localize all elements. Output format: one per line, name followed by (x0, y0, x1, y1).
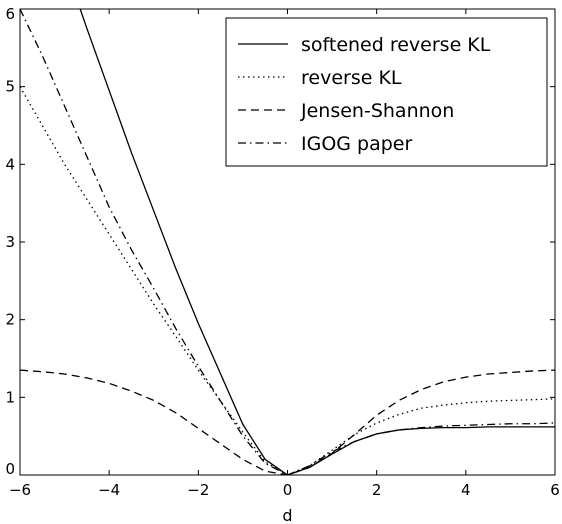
y-tick-label: 2 (5, 311, 15, 329)
x-axis-label: d (282, 506, 292, 524)
legend-label: reverse KL (301, 67, 402, 89)
y-tick-label: 3 (5, 233, 15, 251)
plot-frame (19, 8, 556, 476)
y-tick-label: 4 (5, 155, 15, 173)
legend-label: Jensen-Shannon (300, 100, 454, 122)
series-line-4 (20, 9, 555, 475)
x-tick-label: 4 (461, 481, 471, 499)
legend-label: softened reverse KL (301, 34, 491, 56)
series-layer (20, 9, 555, 475)
series-line-3 (20, 369, 555, 475)
legend-label: IGOG paper (301, 133, 412, 155)
x-tick-label: 0 (283, 481, 293, 499)
x-tick-label: 6 (550, 481, 560, 499)
y-tick-label: 1 (5, 388, 15, 406)
x-tick-label: −4 (98, 481, 120, 499)
x-tick-label: 2 (372, 481, 382, 499)
y-tick-label: 6 (5, 5, 15, 23)
x-tick-label: −2 (187, 481, 209, 499)
x-tick-label: −6 (9, 481, 31, 499)
y-tick-label: 0 (5, 460, 15, 478)
y-tick-label: 5 (5, 78, 15, 96)
legend-box (225, 17, 548, 167)
legend: softened reverse KL reverse KL Jensen-Shan… (225, 17, 548, 167)
